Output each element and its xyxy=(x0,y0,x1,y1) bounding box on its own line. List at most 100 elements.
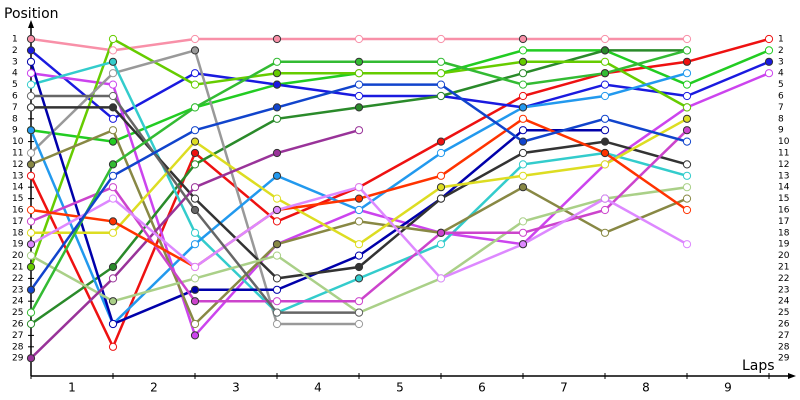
position-marker xyxy=(272,103,282,112)
position-marker xyxy=(108,57,118,66)
position-marker xyxy=(682,69,692,78)
y-tick-label: 25 xyxy=(12,308,23,318)
position-marker xyxy=(354,240,364,249)
position-marker xyxy=(190,80,200,89)
position-marker xyxy=(26,57,36,66)
position-marker xyxy=(190,148,200,158)
position-marker xyxy=(26,46,36,55)
y-tick-label-right: 10 xyxy=(778,137,790,147)
position-marker xyxy=(682,103,692,112)
position-marker xyxy=(682,91,692,101)
y-tick-label-right: 1 xyxy=(778,35,784,45)
position-marker xyxy=(682,160,692,169)
y-tick-label: 4 xyxy=(12,69,18,79)
y-tick-label: 12 xyxy=(12,160,23,170)
position-marker xyxy=(600,69,610,78)
y-tick-label: 5 xyxy=(12,80,18,90)
position-marker xyxy=(190,160,200,169)
position-marker xyxy=(682,80,692,89)
y-tick-label: 13 xyxy=(12,171,23,181)
y-tick-label-right: 22 xyxy=(778,274,789,284)
position-marker xyxy=(764,46,774,55)
position-marker xyxy=(190,205,200,215)
position-marker xyxy=(600,114,610,123)
position-marker xyxy=(108,103,118,112)
y-tick-label-right: 11 xyxy=(778,149,789,159)
position-marker xyxy=(108,183,118,192)
position-marker xyxy=(682,34,692,44)
y-tick-label: 21 xyxy=(12,263,23,273)
position-marker xyxy=(108,171,118,180)
y-tick-label: 26 xyxy=(12,320,24,330)
position-marker xyxy=(26,308,36,317)
position-marker xyxy=(272,240,282,249)
position-marker xyxy=(354,126,364,135)
y-tick-label: 22 xyxy=(12,274,23,284)
position-marker xyxy=(436,34,446,44)
position-marker xyxy=(190,183,200,192)
position-marker xyxy=(518,91,528,101)
y-tick-label-right: 15 xyxy=(778,194,789,204)
position-marker xyxy=(272,319,282,329)
x-tick-label: 5 xyxy=(396,381,404,395)
position-marker xyxy=(682,126,692,135)
y-axis-label: Position xyxy=(4,6,59,22)
y-tick-label: 27 xyxy=(12,331,23,341)
position-marker xyxy=(108,126,118,135)
x-tick-label: 6 xyxy=(478,381,486,395)
position-marker xyxy=(518,114,528,123)
position-marker xyxy=(682,205,692,215)
position-marker xyxy=(26,205,36,215)
position-marker xyxy=(436,69,446,78)
position-marker xyxy=(272,69,282,78)
position-marker xyxy=(108,160,118,169)
x-tick-label: 7 xyxy=(560,381,568,395)
position-marker xyxy=(354,80,364,89)
position-marker xyxy=(190,103,200,112)
y-tick-label-right: 8 xyxy=(778,114,784,124)
position-marker xyxy=(354,251,364,260)
position-marker xyxy=(354,217,364,226)
position-marker xyxy=(26,217,36,226)
y-tick-label-right: 16 xyxy=(778,206,790,216)
position-marker xyxy=(682,57,692,66)
position-marker xyxy=(26,262,36,272)
position-marker xyxy=(272,80,282,89)
y-tick-label: 19 xyxy=(12,240,24,250)
position-marker xyxy=(190,331,200,340)
position-marker xyxy=(354,91,364,101)
position-marker xyxy=(682,114,692,123)
position-marker xyxy=(108,69,118,78)
position-marker xyxy=(600,80,610,89)
position-marker xyxy=(108,319,118,329)
y-tick-label: 1 xyxy=(12,35,18,45)
position-marker xyxy=(108,137,118,146)
y-tick-label-right: 7 xyxy=(778,103,784,113)
position-marker xyxy=(600,34,610,44)
position-marker xyxy=(518,148,528,158)
y-tick-label: 18 xyxy=(12,228,24,238)
y-tick-label: 10 xyxy=(12,137,24,147)
position-marker xyxy=(682,171,692,180)
position-marker xyxy=(26,171,36,180)
position-marker xyxy=(190,274,200,283)
position-marker xyxy=(436,148,446,158)
y-tick-label-right: 26 xyxy=(778,320,790,330)
position-marker xyxy=(108,262,118,272)
position-marker xyxy=(26,34,36,44)
position-marker xyxy=(108,46,118,55)
position-marker xyxy=(108,114,118,123)
position-marker xyxy=(354,319,364,329)
y-tick-label-right: 20 xyxy=(778,251,790,261)
position-marker xyxy=(600,57,610,66)
y-tick-label-right: 9 xyxy=(778,126,784,136)
position-marker xyxy=(682,46,692,55)
position-marker xyxy=(272,205,282,215)
position-marker xyxy=(26,103,36,112)
position-marker xyxy=(436,57,446,66)
y-tick-label-right: 29 xyxy=(778,354,790,364)
position-marker xyxy=(518,57,528,66)
x-tick-label: 8 xyxy=(642,381,650,395)
position-marker xyxy=(354,308,364,317)
